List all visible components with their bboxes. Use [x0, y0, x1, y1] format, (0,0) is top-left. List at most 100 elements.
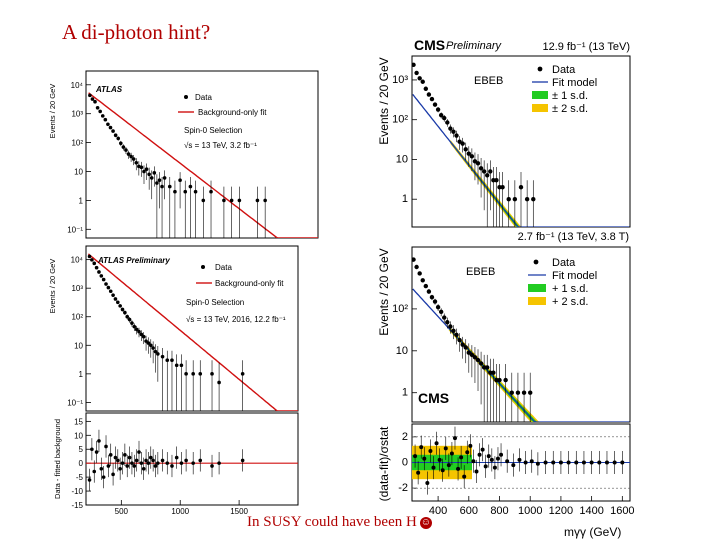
- atlas-2015-legend-data: Data: [195, 93, 212, 102]
- cms-2016-data-point: [497, 377, 502, 383]
- cms-2016-ylabel: Events / 20 GeV: [377, 248, 391, 335]
- cms-2016-data-point: [442, 315, 447, 320]
- atlas-2016-annotation-selection: Spin-0 Selection: [186, 298, 244, 307]
- atlas-2016-data-point: [127, 317, 132, 322]
- atlas-2015-data-point: [119, 141, 123, 146]
- atlas-residual-data-point: [125, 464, 130, 468]
- cms-2015-band-2sd: [450, 139, 630, 227]
- cms-2015-data-point: [485, 173, 490, 178]
- cms-2016-data-point: [460, 342, 465, 347]
- cms-2015-data-point: [420, 79, 425, 84]
- atlas-2015-data-point: [88, 93, 92, 98]
- cms-2016-data-point: [485, 365, 490, 370]
- cms-pull-data-point: [422, 456, 427, 461]
- cms-pull-data-point: [477, 452, 482, 457]
- atlas-2016-data-point: [156, 352, 160, 356]
- atlas-2015-data-point: [201, 198, 206, 203]
- atlas-2015-data-point: [222, 198, 226, 203]
- atlas-2016-y-tick-label: 10²: [71, 313, 83, 322]
- atlas-residual-data-point: [123, 453, 127, 457]
- cms-2016-frame: [411, 246, 631, 423]
- cms-pull-data-point: [499, 452, 504, 457]
- atlas-2015-data-point: [188, 184, 193, 189]
- cms-pull-data-point: [446, 463, 451, 468]
- atlas-2015-data-point: [103, 117, 108, 122]
- cms-pull-data-point: [465, 450, 470, 455]
- atlas-2015-data-point: [100, 114, 105, 118]
- cms-2016-data-point: [414, 264, 419, 270]
- atlas-2015-data-point: [111, 129, 115, 133]
- cms-2015-data-point: [412, 62, 416, 68]
- atlas-2016-data-point: [198, 372, 203, 376]
- cms-2016-data-point: [435, 304, 441, 310]
- cms-2015-data-point: [463, 147, 468, 152]
- cms-pull-y-tick-label: 0: [402, 457, 408, 469]
- atlas-residual-data-point: [113, 455, 118, 460]
- cms-pull-x-tick-label: 600: [460, 505, 478, 517]
- atlas-residual-data-point: [87, 478, 92, 482]
- cms-pull-y-tick-label: -2: [398, 482, 408, 494]
- atlas-residual-data-point: [217, 461, 221, 465]
- atlas-2015-data-point: [155, 181, 159, 185]
- atlas-2016-data-point: [179, 363, 184, 368]
- cms-pull-data-point: [529, 459, 534, 464]
- atlas-residual-data-point: [108, 453, 113, 457]
- atlas-2016-fit-line: [87, 253, 298, 411]
- cms-2016-data-point: [448, 324, 453, 329]
- atlas-residual-data-point: [179, 461, 184, 465]
- atlas-2015-annotation-selection: Spin-0 Selection: [184, 126, 242, 135]
- cms-pull-data-point: [431, 465, 436, 470]
- cms-pull-data-point: [468, 443, 473, 448]
- cms-2016-data-point: [429, 295, 435, 300]
- cms-2015-y-tick-label: 10³: [392, 74, 408, 86]
- atlas-residual-data-point: [120, 461, 125, 465]
- cms-2015-legend-2sd: ± 2 s.d.: [552, 103, 588, 115]
- cms-pull-x-tick-label: 1600: [610, 505, 634, 517]
- atlas-2016-data-point: [184, 372, 188, 376]
- atlas-residual-data-point: [156, 461, 160, 465]
- cms-2015-data-point: [414, 70, 419, 76]
- cms-2015-data-point: [506, 197, 511, 202]
- atlas-2015-data-point: [183, 189, 188, 194]
- cms-2016-data-point: [472, 355, 478, 360]
- cms-2016-data-point: [494, 377, 499, 383]
- cms-2015-lumi2: 2.7 fb⁻¹ (13 TeV, 3.8 T): [518, 231, 629, 243]
- cms-2016-data-point: [420, 278, 425, 283]
- cms-2015-data-point: [435, 107, 441, 112]
- atlas-2016-data-point: [97, 270, 101, 274]
- cms-2015-fit-line: [412, 94, 630, 227]
- atlas-2016-data-point: [118, 304, 122, 308]
- atlas-2016-data-point: [87, 254, 92, 259]
- cms-2016-data-point: [451, 328, 456, 334]
- atlas-residual-data-point: [174, 455, 179, 460]
- cms-2016-data-point: [454, 332, 459, 338]
- atlas-residual-data-point: [170, 464, 174, 468]
- cms-pull-data-point: [523, 460, 528, 465]
- atlas-2016-data-point: [113, 297, 118, 301]
- atlas-2015-data-point: [93, 99, 97, 104]
- atlas-2016-data-point: [191, 372, 195, 376]
- cms-pull-data-point: [452, 436, 457, 441]
- cms-2015-y-tick-label: 10: [396, 153, 408, 165]
- cms-pull-data-point: [566, 460, 571, 465]
- cms-pull-data-point: [437, 457, 442, 462]
- cms-pull-data-point: [456, 466, 461, 471]
- caption: In SUSY could have been H ☺: [247, 514, 432, 531]
- atlas-2015-points: [88, 93, 267, 238]
- cms-2016-data-point: [491, 370, 496, 375]
- cms-2015-data-point: [475, 161, 481, 166]
- cms-2016-band-1sd: [448, 327, 630, 422]
- cms-2015-data-point: [451, 129, 456, 134]
- cms-2015-y-tick-label: 10²: [392, 114, 408, 126]
- cms-2015-data-point: [512, 197, 518, 202]
- atlas-2016-data-point: [104, 282, 108, 286]
- atlas-2015-fit-line: [88, 92, 318, 238]
- atlas-2015-data-point: [142, 169, 146, 174]
- cms-2016-data-point: [412, 257, 416, 262]
- atlas-residual-data-point: [210, 464, 214, 468]
- atlas-2016-data-point: [130, 321, 134, 325]
- atlas-2016-data-point: [174, 363, 179, 368]
- atlas-residual-data-point: [97, 439, 101, 443]
- atlas-2015-data-point: [124, 148, 128, 152]
